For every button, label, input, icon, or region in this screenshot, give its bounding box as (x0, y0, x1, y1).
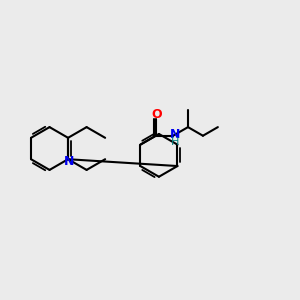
Text: N: N (170, 128, 180, 141)
Text: N: N (64, 155, 74, 168)
Text: O: O (151, 108, 162, 121)
Text: H: H (171, 137, 179, 147)
